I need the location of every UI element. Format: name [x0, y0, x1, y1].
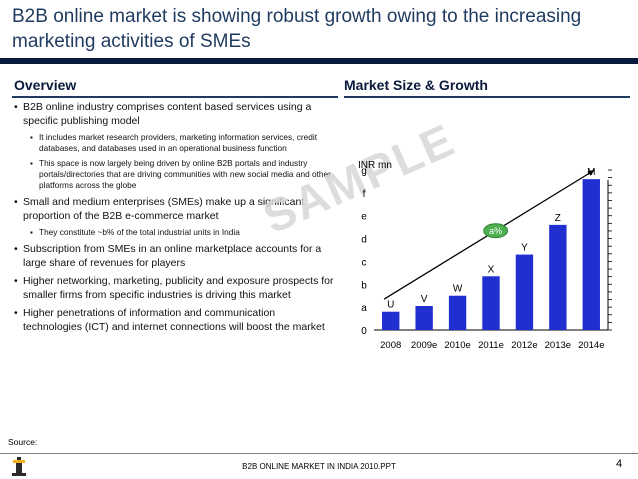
bullet-3: Subscription from SMEs in an online mark…	[14, 242, 334, 270]
bar-2014e	[582, 179, 600, 330]
bar-2009e	[415, 306, 433, 330]
market-size-chart: INR mn 0 a b cd e f g U 2008 V 2009e W 2010e X 2011e Y 20…	[358, 160, 612, 351]
overview-list: B2B online industry comprises content ba…	[14, 100, 334, 338]
growth-rate-label: a%	[489, 226, 502, 236]
x-tick-label: 2009e	[411, 340, 437, 351]
bar-2010e	[448, 295, 467, 330]
y-tick-label: 0	[361, 326, 367, 337]
x-tick-label: 2010e	[444, 340, 470, 351]
data-label: V	[421, 294, 428, 305]
data-label: U	[387, 300, 394, 311]
y-tick-label: c	[362, 257, 367, 268]
source-label: Source:	[8, 437, 38, 447]
growth-rate-badge	[483, 223, 509, 239]
growth-arrow-head-icon	[587, 170, 595, 176]
slide-title: B2B online market is showing robust grow…	[12, 6, 582, 52]
x-tick-label: 2013e	[545, 340, 571, 351]
x-tick-label: 2012e	[511, 340, 537, 351]
y-tick-label: e	[361, 212, 367, 223]
company-logo-icon	[12, 457, 26, 476]
y-tick-label: a	[361, 303, 367, 314]
bar-2011e	[482, 276, 500, 330]
data-label: Z	[555, 213, 561, 224]
bar-2013e	[549, 224, 567, 330]
bar-2012e	[515, 254, 534, 330]
footer-text: B2B ONLINE MARKET IN INDIA 2010.PPT	[242, 462, 396, 471]
x-tick-label: 2014e	[578, 340, 604, 351]
sub-bullet-2-1: They constitute ~b% of the total industr…	[14, 227, 334, 238]
bullet-5: Higher penetrations of information and c…	[14, 306, 334, 334]
y-axis-label: INR mn	[358, 160, 392, 171]
chart-rule	[344, 96, 630, 98]
footer-rule	[0, 453, 638, 454]
y-tick-label: g	[361, 166, 367, 177]
y-tick-label: b	[361, 280, 367, 291]
data-label: W	[453, 284, 463, 295]
data-label: X	[488, 264, 495, 275]
x-tick-label: 2011e	[478, 340, 504, 351]
bullet-2: Small and medium enterprises (SMEs) make…	[14, 195, 334, 223]
y-tick-label: d	[361, 235, 367, 246]
overview-heading: Overview	[14, 77, 77, 93]
page-number: 4	[616, 458, 623, 470]
y-tick-label: f	[363, 189, 366, 200]
title-rule	[0, 58, 638, 64]
overview-rule	[12, 96, 338, 98]
data-label: Y	[521, 243, 528, 254]
chart-heading: Market Size & Growth	[344, 77, 488, 93]
sub-bullet-1-2: This space is now largely being driven b…	[14, 158, 334, 191]
x-tick-label: 2008	[380, 340, 401, 351]
bullet-4: Higher networking, marketing, publicity …	[14, 274, 334, 302]
bullet-1: B2B online industry comprises content ba…	[14, 100, 334, 128]
bar-2008	[382, 311, 400, 330]
sub-bullet-1-1: It includes market research providers, m…	[14, 132, 334, 154]
